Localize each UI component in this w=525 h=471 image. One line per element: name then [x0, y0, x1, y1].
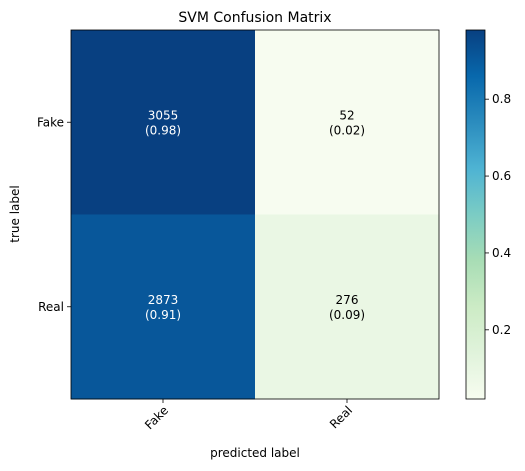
- cell-0-1: [255, 30, 440, 215]
- colorbar-tick-label: 0.6: [492, 169, 511, 183]
- colorbar-tick-label: 0.4: [492, 246, 511, 260]
- y-tick-label: Fake: [37, 115, 64, 129]
- colorbar-tick-label: 0.8: [492, 92, 511, 106]
- chart-title: SVM Confusion Matrix: [178, 10, 331, 26]
- cell-fraction-label: (0.91): [145, 308, 181, 322]
- x-ticks: Fake Real: [142, 399, 355, 432]
- cell-count-label: 3055: [148, 108, 179, 122]
- y-axis-label: true label: [8, 185, 22, 242]
- y-ticks: Fake Real: [37, 115, 71, 314]
- cell-count-label: 2873: [148, 293, 179, 307]
- colorbar-ticks: 0.2 0.4 0.6 0.8: [485, 92, 511, 337]
- cell-0-0: [71, 30, 256, 215]
- colorbar: [466, 30, 485, 399]
- cell-1-0: [71, 214, 256, 400]
- cell-count-label: 52: [339, 108, 354, 122]
- cell-fraction-label: (0.98): [145, 123, 181, 137]
- y-tick-label: Real: [38, 300, 64, 314]
- x-axis-label: predicted label: [210, 446, 300, 460]
- cell-1-1: [255, 214, 440, 400]
- cell-fraction-label: (0.02): [329, 123, 365, 137]
- x-tick-label: Real: [327, 403, 355, 431]
- cell-fraction-label: (0.09): [329, 308, 365, 322]
- cell-count-label: 276: [336, 293, 359, 307]
- colorbar-tick-label: 0.2: [492, 323, 511, 337]
- colorbar-frame: [465, 29, 486, 400]
- x-tick-label: Fake: [142, 403, 171, 432]
- plot-frame: [70, 29, 440, 400]
- heatmap-cells: 3055(0.98) 52(0.02) 2873(0.91) 276(0.09): [71, 30, 440, 400]
